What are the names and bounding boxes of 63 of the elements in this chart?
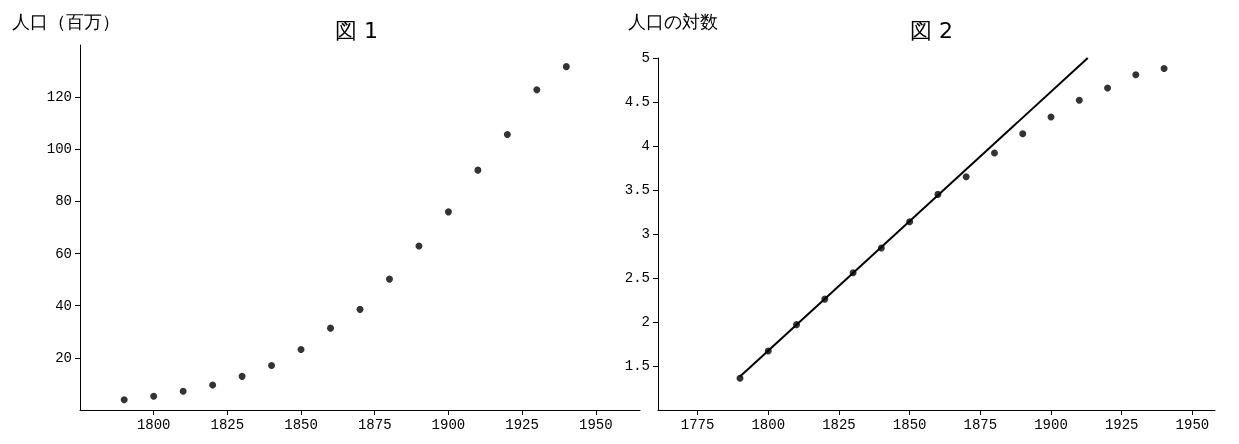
x-tick-label: 1900 (1034, 417, 1068, 433)
point (1104, 84, 1112, 92)
point (120, 396, 128, 404)
y-axis-title: 人口の対数 (628, 10, 718, 32)
point (150, 392, 158, 400)
point (934, 190, 942, 198)
x-tick-label: 1925 (505, 417, 539, 433)
y-tick-label: 100 (46, 141, 72, 158)
y-tick-label: 3.5 (624, 182, 650, 198)
point (1075, 96, 1083, 104)
point (736, 374, 744, 382)
point (1132, 71, 1140, 79)
y-tick-label: 120 (46, 89, 72, 106)
point (503, 130, 511, 138)
point (327, 324, 335, 332)
point (238, 372, 246, 380)
point (793, 321, 801, 329)
point (474, 166, 482, 174)
y-tick-label: 2 (641, 314, 650, 330)
point (1019, 130, 1027, 138)
x-tick-label: 1875 (963, 417, 998, 433)
y-tick-label: 2.5 (624, 270, 650, 286)
x-tick-label: 1950 (1175, 417, 1210, 433)
x-tick-label: 1800 (136, 417, 171, 433)
y-tick-label: 4.5 (624, 94, 650, 110)
y-axis-title: 人口（百万） (12, 10, 120, 32)
point (962, 173, 970, 181)
point (1160, 65, 1168, 73)
y-tick-label: 3 (641, 226, 650, 242)
point (209, 381, 217, 389)
point (877, 244, 885, 252)
point (821, 295, 829, 303)
y-tick-label: 5 (641, 50, 650, 66)
y-tick-label: 40 (55, 297, 72, 314)
chart-title: 図 2 (910, 17, 953, 43)
point (849, 269, 857, 277)
y-tick-label: 80 (55, 193, 72, 210)
x-tick-label: 1825 (822, 417, 856, 433)
chart-title: 図 1 (335, 17, 378, 43)
x-tick-label: 1775 (680, 417, 715, 433)
point (268, 361, 276, 369)
point (179, 387, 187, 395)
x-tick-label: 1825 (210, 417, 245, 433)
y-tick-label: 1.5 (624, 358, 650, 374)
point (444, 208, 452, 216)
x-tick-label: 1800 (751, 417, 786, 433)
point (906, 218, 914, 226)
y-tick-label: 4 (641, 138, 650, 154)
y-tick-label: 20 (55, 349, 72, 366)
point (297, 346, 305, 354)
x-tick-label: 1875 (357, 417, 392, 433)
point (764, 347, 772, 355)
x-tick-label: 1925 (1104, 417, 1139, 433)
x-tick-label: 1850 (284, 417, 318, 433)
point (385, 275, 393, 283)
point (533, 86, 541, 94)
y-tick-label: 60 (55, 245, 72, 262)
point (562, 63, 570, 71)
point (990, 149, 998, 157)
x-tick-label: 1850 (892, 417, 927, 433)
x-tick-label: 1900 (431, 417, 466, 433)
point (356, 305, 364, 313)
x-tick-label: 1950 (578, 417, 613, 433)
